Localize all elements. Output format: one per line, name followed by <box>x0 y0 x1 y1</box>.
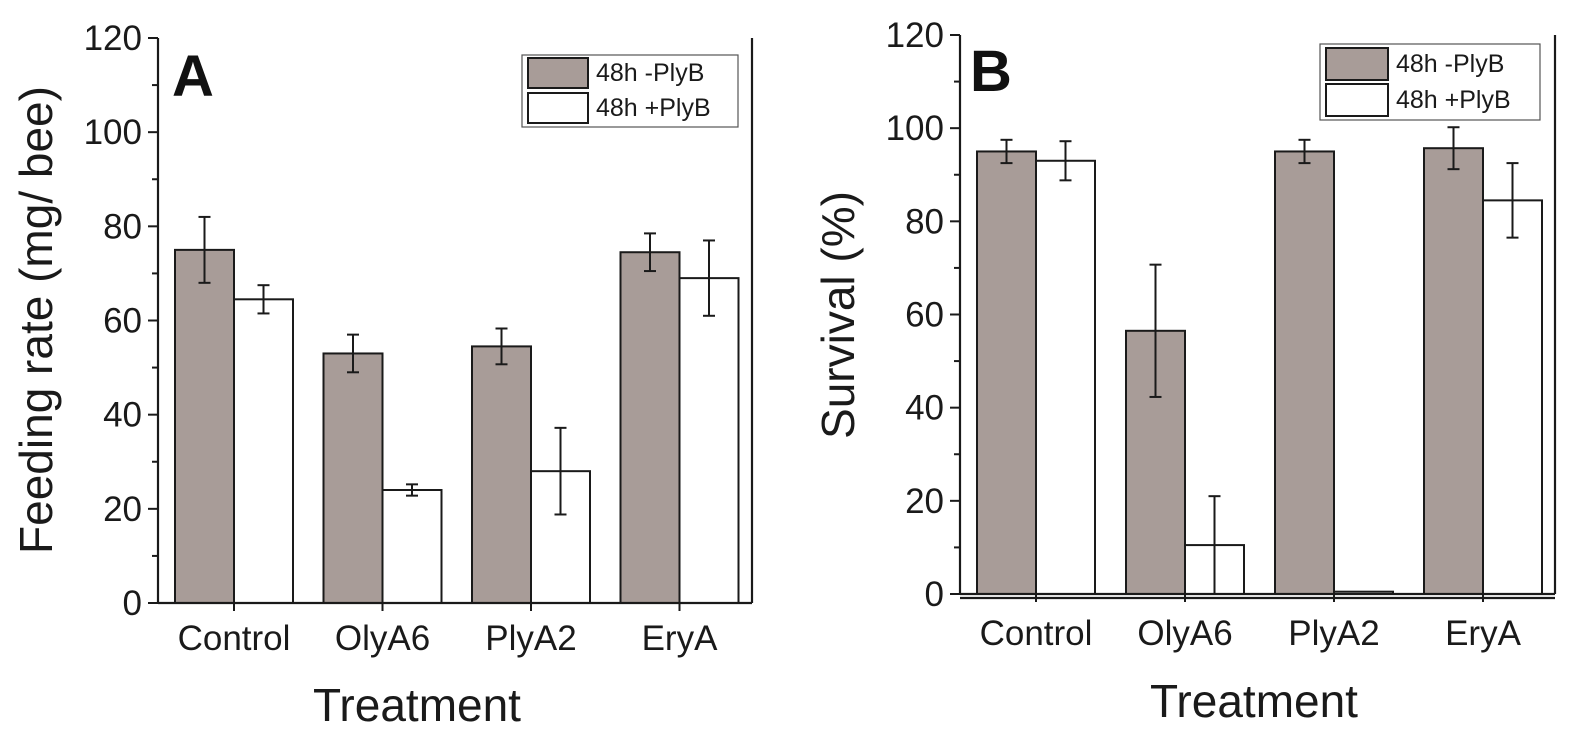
y-tick-label-b-5: 100 <box>886 109 944 148</box>
x-tick-label-a-1: OlyA6 <box>335 619 430 658</box>
panel-label-a: A <box>172 44 214 109</box>
bar-a-erya-plus <box>678 277 740 604</box>
bar-b-control-plus <box>1035 159 1096 595</box>
x-tick-label-b-3: EryA <box>1445 614 1522 653</box>
bar-a-olya6-minus <box>322 352 384 605</box>
bar-a-plya2-minus <box>471 345 532 604</box>
y-tick-label-a-0: 0 <box>123 584 142 623</box>
bar-b-control-minus <box>976 150 1037 595</box>
plot-area-b: Control OlyA6 PlyA2 EryA 0 20 40 60 80 100 120 <box>886 16 1557 653</box>
x-tick-label-a-2: PlyA2 <box>485 619 576 658</box>
y-tick-label-a-1: 20 <box>103 490 142 529</box>
legend-b: 48h -PlyB 48h +PlyB <box>1319 43 1541 121</box>
x-tick-label-b-1: OlyA6 <box>1137 614 1232 653</box>
bar-b-plya2-minus <box>1274 150 1335 595</box>
plot-area-a: Control OlyA6 PlyA2 EryA 0 20 40 60 80 100 120 <box>84 19 754 658</box>
y-tick-label-b-4: 80 <box>905 202 944 241</box>
legend-swatch-b-minus <box>1325 47 1389 81</box>
x-tick-label-b-0: Control <box>980 614 1093 653</box>
y-tick-label-b-3: 60 <box>905 296 944 335</box>
x-tick-label-b-2: PlyA2 <box>1288 614 1379 653</box>
bar-b-erya-plus <box>1482 199 1543 596</box>
bar-a-control-plus <box>233 298 294 604</box>
y-tick-label-a-3: 60 <box>103 302 142 341</box>
bar-a-erya-minus <box>619 251 681 605</box>
bar-a-control-minus <box>174 248 235 604</box>
y-tick-label-a-6: 120 <box>84 19 142 58</box>
legend-swatch-b-plus <box>1325 83 1389 117</box>
legend-label-a-minus: 48h -PlyB <box>596 59 704 87</box>
panel-b: Control OlyA6 PlyA2 EryA 0 20 40 60 80 100 120 B T… <box>812 16 1557 727</box>
y-axis-title-b: Survival (%) <box>812 191 864 439</box>
bar-a-olya6-plus <box>381 489 443 604</box>
y-tick-label-b-2: 40 <box>905 389 944 428</box>
legend-label-a-plus: 48h +PlyB <box>596 94 711 122</box>
panel-label-b: B <box>970 39 1012 104</box>
x-axis-title-b: Treatment <box>1150 675 1358 727</box>
y-tick-label-a-5: 100 <box>84 113 142 152</box>
y-axis-title-a: Feeding rate (mg/ bee) <box>10 86 62 554</box>
y-tick-label-a-4: 80 <box>103 207 142 246</box>
legend-swatch-a-plus <box>527 92 589 124</box>
legend-a: 48h -PlyB 48h +PlyB <box>521 54 739 128</box>
y-tick-label-a-2: 40 <box>103 396 142 435</box>
panel-a: Control OlyA6 PlyA2 EryA 0 20 40 60 80 100 120 A T… <box>10 19 754 731</box>
x-axis-title-a: Treatment <box>313 679 521 731</box>
legend-label-b-minus: 48h -PlyB <box>1396 50 1504 78</box>
legend-label-b-plus: 48h +PlyB <box>1396 86 1511 114</box>
y-tick-label-b-1: 20 <box>905 482 944 521</box>
legend-swatch-a-minus <box>527 57 589 89</box>
bar-b-erya-minus <box>1423 147 1484 595</box>
x-tick-label-a-0: Control <box>178 619 291 658</box>
y-tick-label-b-6: 120 <box>886 16 944 55</box>
x-tick-label-a-3: EryA <box>642 619 719 658</box>
y-tick-label-b-0: 0 <box>925 575 944 614</box>
